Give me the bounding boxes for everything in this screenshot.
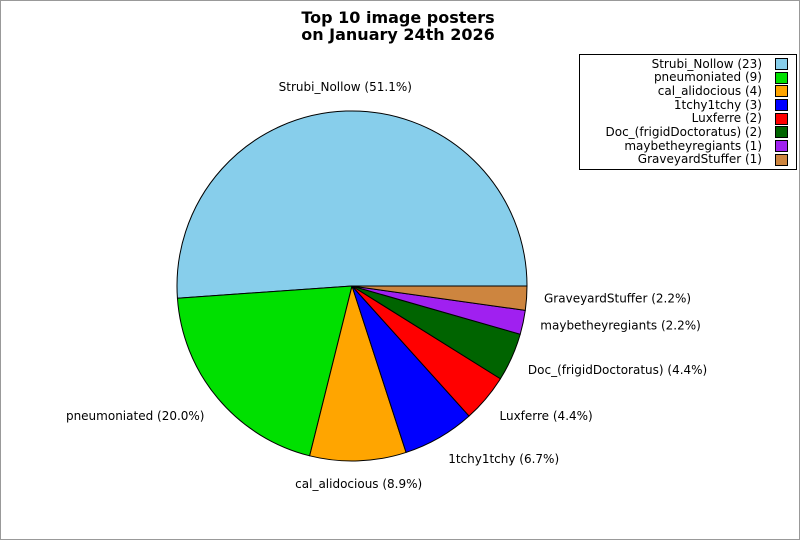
pie-slice-Strubi_Nollow [176, 110, 528, 299]
slice-label-cal_alidocious: cal_alidocious (8.9%) [295, 477, 423, 492]
slice-label-Strubi_Nollow: Strubi_Nollow (51.1%) [278, 79, 412, 94]
legend-swatch-icon [775, 85, 788, 98]
legend-swatch-icon [775, 58, 788, 71]
legend-row-pneumoniated: pneumoniated (9) [584, 71, 788, 84]
slice-label-Doc_(frigidDoctoratus): Doc_(frigidDoctoratus) (4.4%) [527, 363, 708, 378]
slice-label-Luxferre: Luxferre (4.4%) [499, 408, 593, 423]
legend-row-Strubi_Nollow: Strubi_Nollow (23) [584, 56, 788, 71]
legend-row-cal_alidocious: cal_alidocious (4) [584, 83, 788, 98]
legend-label: Strubi_Nollow (23) [651, 56, 762, 71]
legend-row-Doc_(frigidDoctoratus): Doc_(frigidDoctoratus) (2) [584, 124, 788, 139]
slice-label-maybetheyregiants: maybetheyregiants (2.2%) [540, 318, 701, 333]
pie-slice-cal_alidocious [309, 285, 407, 462]
legend-label: 1tchy1tchy (3) [673, 97, 762, 112]
slice-label-GraveyardStuffer: GraveyardStuffer (2.2%) [544, 291, 692, 306]
legend-row-GraveyardStuffer: GraveyardStuffer (1) [584, 153, 788, 166]
legend-swatch-icon [775, 99, 788, 112]
legend-label: cal_alidocious (4) [657, 83, 762, 98]
legend: Strubi_Nollow (23) pneumoniated (9) cal_al… [579, 54, 797, 170]
legend-swatch-icon [775, 126, 788, 139]
legend-row-1tchy1tchy: 1tchy1tchy (3) [584, 97, 788, 112]
legend-label: Luxferre (2) [691, 111, 762, 126]
slice-label-pneumoniated: pneumoniated (20.0%) [65, 408, 205, 423]
legend-swatch-icon [775, 71, 788, 84]
legend-swatch-icon [775, 140, 788, 153]
pie-slice-pneumoniated [176, 285, 353, 457]
legend-swatch-icon [775, 112, 788, 125]
chart-title: Top 10 image posters on January 24th 202… [1, 9, 795, 43]
legend-label: Doc_(frigidDoctoratus) (2) [605, 124, 763, 139]
chart-title-line1: Top 10 image posters [301, 8, 495, 27]
legend-row-Luxferre: Luxferre (2) [584, 112, 788, 125]
pie-slice-GraveyardStuffer [351, 285, 528, 311]
slice-label-1tchy1tchy: 1tchy1tchy (6.7%) [448, 451, 560, 466]
legend-row-maybetheyregiants: maybetheyregiants (1) [584, 138, 788, 153]
legend-label: maybetheyregiants (1) [624, 138, 762, 153]
chart-title-line2: on January 24th 2026 [301, 25, 495, 44]
legend-label: pneumoniated (9) [653, 70, 762, 85]
legend-swatch-icon [775, 153, 788, 166]
legend-label: GraveyardStuffer (1) [637, 152, 762, 167]
